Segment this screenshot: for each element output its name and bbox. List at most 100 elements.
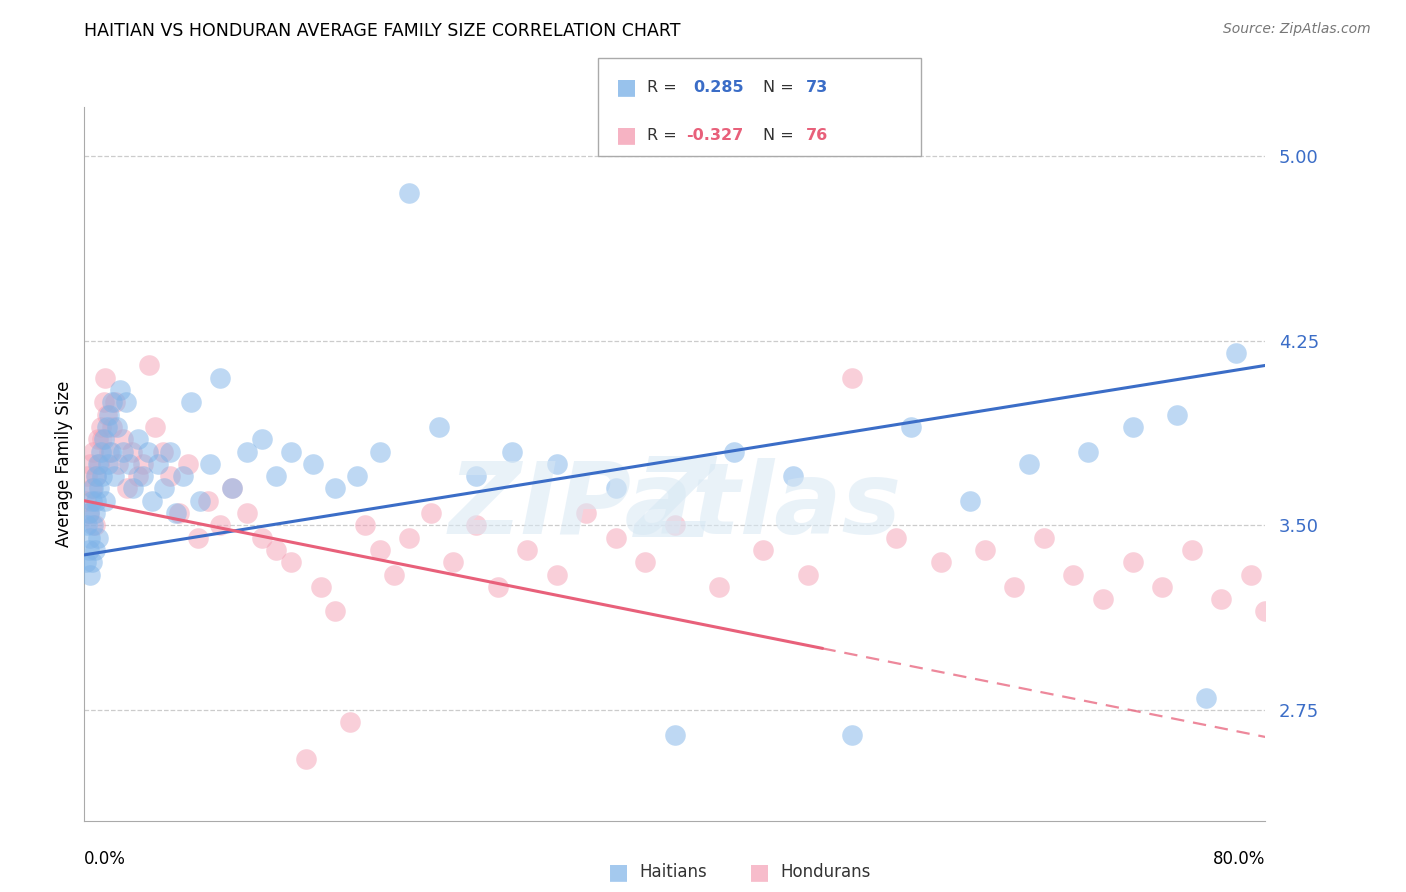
Point <box>309 580 332 594</box>
Point <box>1122 555 1144 569</box>
Point <box>709 580 731 594</box>
Point <box>209 370 232 384</box>
Point <box>177 457 200 471</box>
Point <box>77 506 100 520</box>
Point <box>1032 531 1054 545</box>
Point <box>152 444 174 458</box>
Text: ZIPatlas: ZIPatlas <box>449 458 901 555</box>
Point <box>441 555 464 569</box>
Point <box>221 482 243 496</box>
Point <box>1298 789 1320 803</box>
Point <box>841 727 863 741</box>
Text: 80.0%: 80.0% <box>1213 850 1265 868</box>
Text: 0.0%: 0.0% <box>84 850 127 868</box>
Point <box>752 543 775 558</box>
Text: N =: N = <box>763 80 800 95</box>
Point <box>94 493 117 508</box>
Text: 0.285: 0.285 <box>693 80 744 95</box>
Point <box>172 469 194 483</box>
Point <box>82 444 104 458</box>
Point <box>159 469 181 483</box>
Point <box>75 493 97 508</box>
Point <box>280 444 302 458</box>
Point <box>104 395 127 409</box>
Point <box>90 444 112 458</box>
Text: R =: R = <box>647 80 682 95</box>
Point <box>339 715 361 730</box>
Point <box>1077 444 1099 458</box>
Text: ■: ■ <box>616 78 637 97</box>
Point <box>264 469 288 483</box>
Point <box>108 383 131 397</box>
Point <box>221 482 243 496</box>
Point <box>153 482 176 496</box>
Point <box>79 457 101 471</box>
Point <box>575 506 598 520</box>
Point <box>105 420 128 434</box>
Point <box>127 432 149 446</box>
Text: N =: N = <box>763 128 800 143</box>
Point <box>1254 605 1277 619</box>
Point <box>80 482 103 496</box>
Point <box>77 543 100 558</box>
Point <box>501 444 523 458</box>
Point <box>127 469 149 483</box>
Point <box>141 493 163 508</box>
Point <box>83 506 105 520</box>
Point <box>180 395 202 409</box>
Point <box>973 543 995 558</box>
Point <box>1270 580 1292 594</box>
Point <box>605 482 627 496</box>
Point <box>188 493 211 508</box>
Text: HAITIAN VS HONDURAN AVERAGE FAMILY SIZE CORRELATION CHART: HAITIAN VS HONDURAN AVERAGE FAMILY SIZE … <box>84 22 681 40</box>
Point <box>83 543 105 558</box>
Point <box>80 555 103 569</box>
Text: Haitians: Haitians <box>640 863 707 881</box>
Point <box>280 555 302 569</box>
Point <box>295 752 318 766</box>
Point <box>464 469 486 483</box>
Point <box>382 567 406 582</box>
Point <box>132 469 155 483</box>
Point <box>107 457 129 471</box>
Point <box>1284 616 1306 631</box>
Point <box>427 420 450 434</box>
Point <box>1122 420 1144 434</box>
Point <box>118 457 141 471</box>
Point <box>96 420 118 434</box>
Point <box>86 457 108 471</box>
Point <box>1195 690 1218 705</box>
Point <box>264 543 288 558</box>
Point <box>1209 592 1232 607</box>
Text: ■: ■ <box>616 126 637 145</box>
Point <box>323 605 347 619</box>
Point <box>250 531 273 545</box>
Point <box>101 420 124 434</box>
Point <box>1240 567 1263 582</box>
Point <box>464 518 486 533</box>
Point <box>132 457 155 471</box>
Point <box>1018 457 1040 471</box>
Point <box>77 506 100 520</box>
Point <box>111 444 134 458</box>
Point <box>235 444 259 458</box>
Point <box>101 395 124 409</box>
Point <box>167 506 190 520</box>
Text: ■: ■ <box>609 863 628 882</box>
Point <box>546 567 568 582</box>
Point <box>143 420 166 434</box>
Point <box>82 482 104 496</box>
Point <box>87 457 111 471</box>
Point <box>323 482 347 496</box>
Point <box>136 444 159 458</box>
Point <box>96 408 118 422</box>
Point <box>250 432 273 446</box>
Point <box>83 518 105 533</box>
Point <box>420 506 443 520</box>
Point <box>93 432 115 446</box>
Text: Hondurans: Hondurans <box>780 863 870 881</box>
Point <box>94 370 117 384</box>
Point <box>1166 408 1188 422</box>
Point <box>723 444 745 458</box>
Text: Source: ZipAtlas.com: Source: ZipAtlas.com <box>1223 22 1371 37</box>
